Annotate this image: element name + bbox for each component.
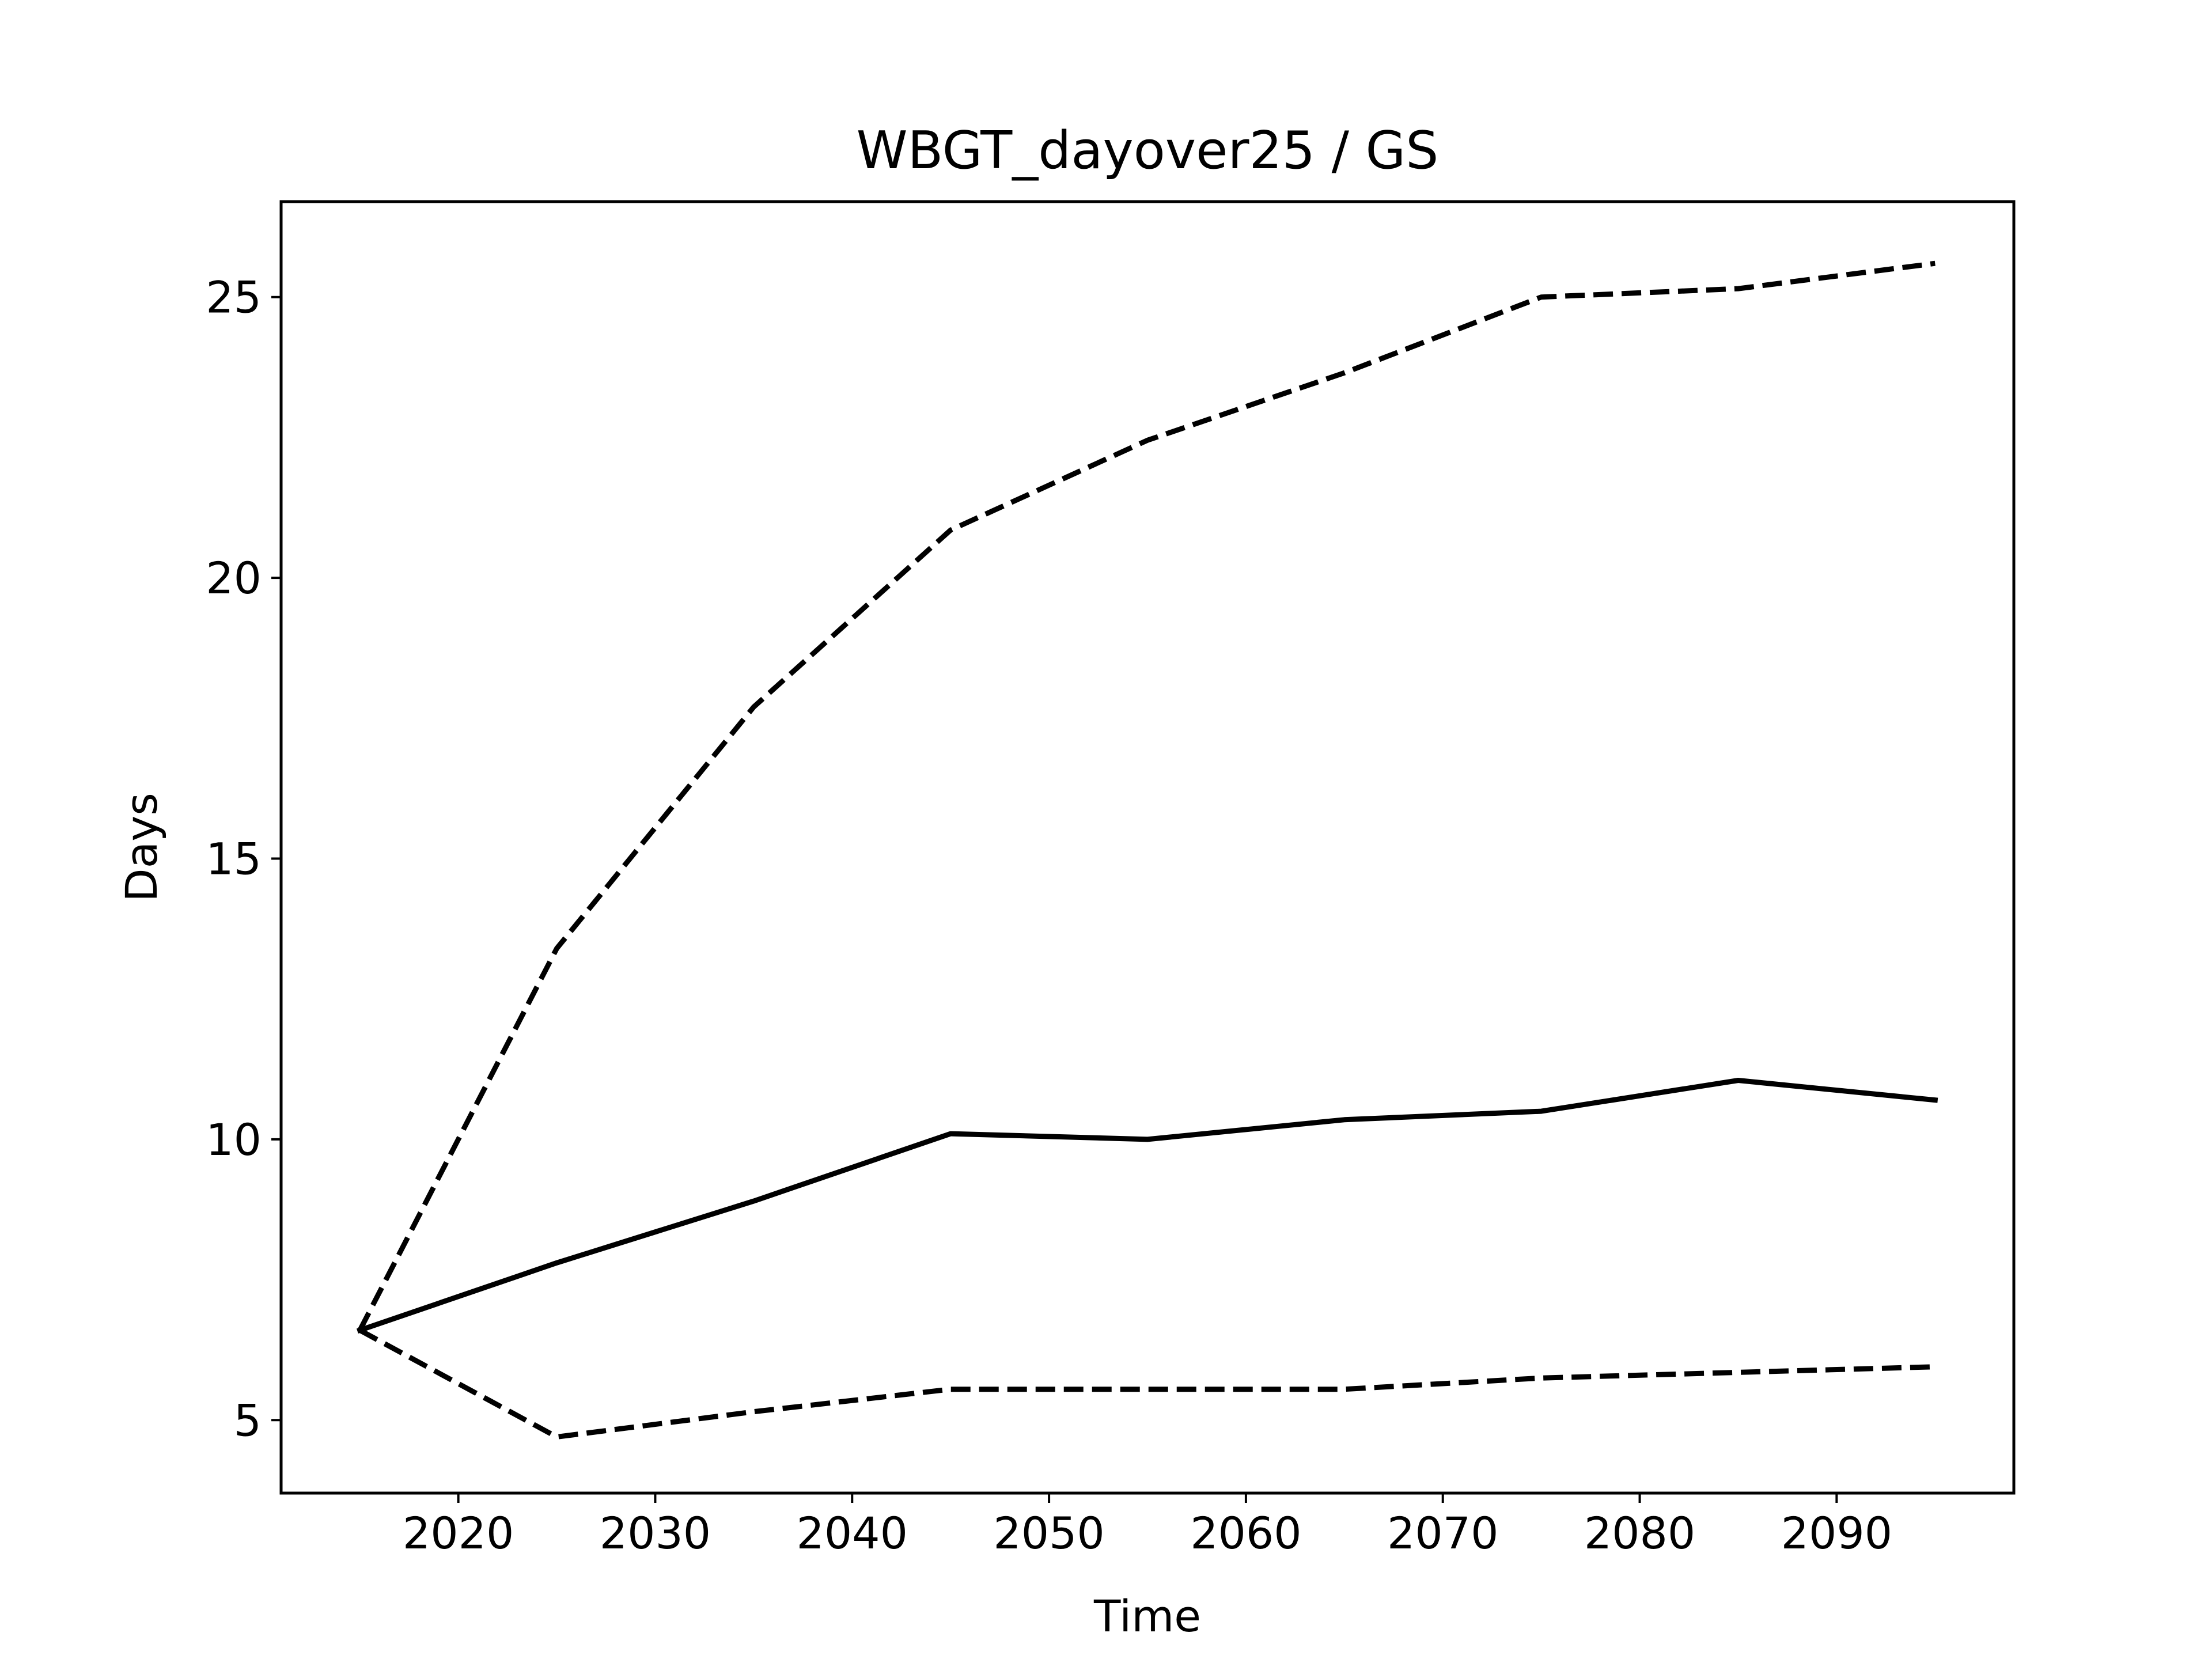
y-axis-label: Days	[116, 793, 167, 902]
y-tick-label: 20	[206, 552, 262, 604]
chart-title: WBGT_dayover25 / GS	[857, 120, 1439, 181]
plot-area	[356, 260, 1938, 1440]
x-tick-label: 2050	[993, 1508, 1104, 1559]
y-axis: 5 10 15 20 25	[206, 272, 281, 1446]
x-tick-label: 2030	[600, 1508, 711, 1559]
x-axis-label: Time	[1093, 1590, 1201, 1642]
axes-frame	[279, 200, 2016, 1495]
y-tick-label: 10	[206, 1114, 262, 1165]
y-tick-label: 25	[206, 272, 262, 323]
x-tick-label: 2070	[1387, 1508, 1498, 1559]
x-tick-label: 2060	[1190, 1508, 1301, 1559]
x-tick-label: 2020	[403, 1508, 514, 1559]
y-tick-label: 5	[234, 1395, 262, 1446]
series-line-median	[356, 1078, 1938, 1334]
x-axis: 2020 2030 2040 2050 2060 2070 2080 2090	[403, 1493, 1892, 1559]
series-line-upper-bound	[357, 260, 1936, 1332]
series-line-lower-bound	[358, 1328, 1936, 1440]
x-tick-label: 2090	[1781, 1508, 1892, 1559]
x-tick-label: 2080	[1584, 1508, 1695, 1559]
y-tick-label: 15	[206, 833, 262, 884]
x-tick-label: 2040	[797, 1508, 908, 1559]
